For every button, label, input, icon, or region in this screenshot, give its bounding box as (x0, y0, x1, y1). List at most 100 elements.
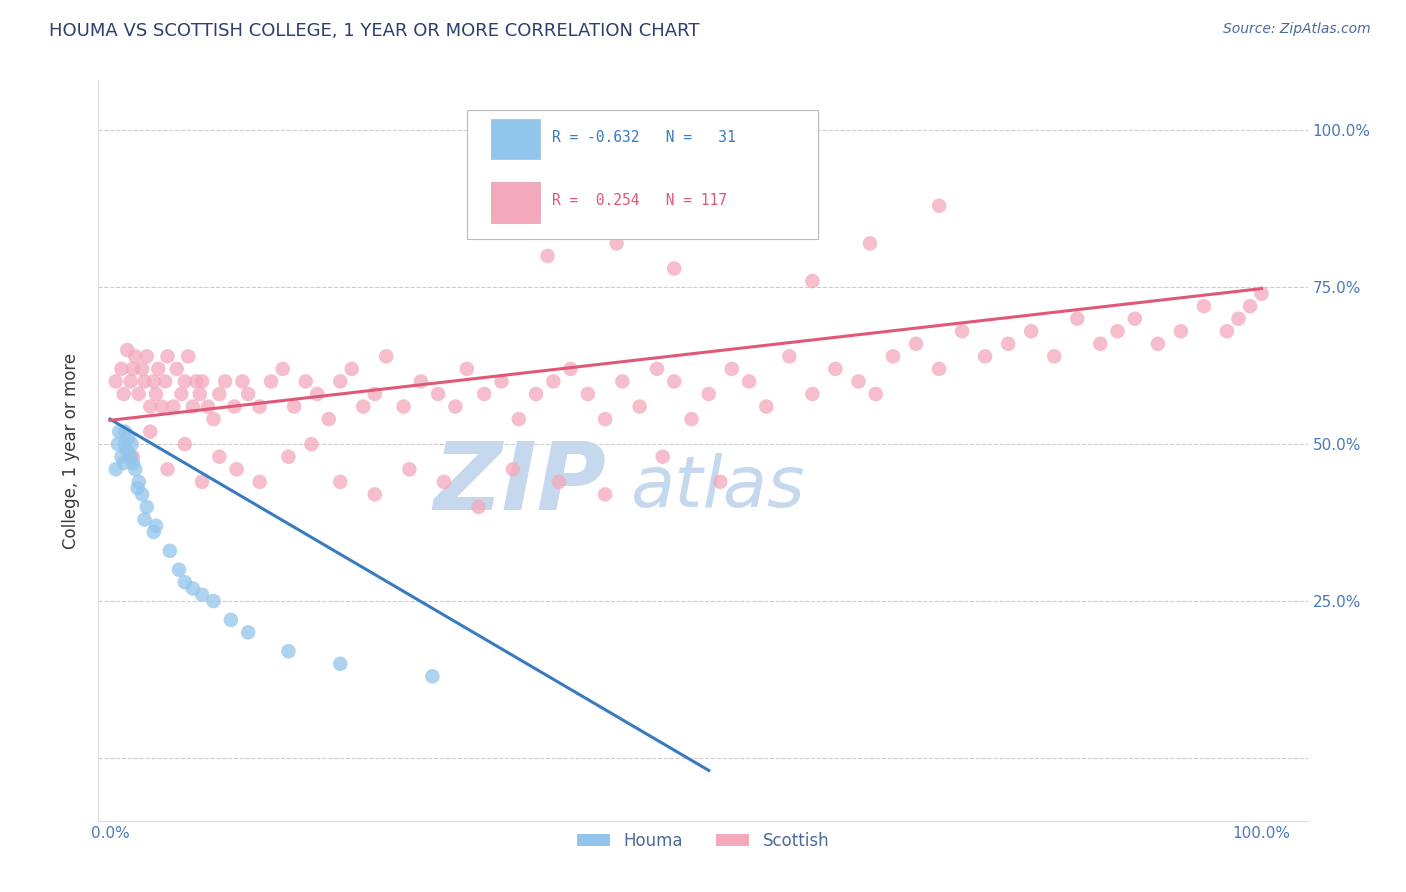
Point (112, 456, 135, 470)
Point (491, 375, 513, 389)
Point (120, 375, 142, 389)
Point (664, 261, 686, 276)
Point (974, 349, 997, 363)
Point (508, 412, 530, 426)
Point (135, 349, 157, 363)
Point (606, 236, 628, 251)
Point (277, 450, 299, 464)
Point (249, 475, 271, 489)
Point (139, 400, 162, 414)
Point (456, 362, 478, 376)
Text: R =  0.254   N = 117: R = 0.254 N = 117 (551, 194, 727, 209)
Point (433, 475, 456, 489)
Point (148, 362, 170, 376)
Point (398, 462, 420, 476)
Point (188, 387, 211, 401)
Point (576, 387, 599, 401)
Bar (492, 183, 540, 223)
Point (145, 518, 167, 533)
Point (738, 224, 761, 238)
Point (134, 375, 156, 389)
Point (225, 462, 247, 476)
Point (167, 563, 190, 577)
Point (697, 387, 720, 401)
Point (115, 443, 138, 458)
Point (224, 400, 246, 414)
Point (472, 387, 495, 401)
Point (114, 437, 136, 451)
Point (593, 412, 616, 426)
Point (128, 475, 150, 489)
Point (114, 425, 136, 439)
Point (548, 475, 571, 489)
Point (173, 575, 195, 590)
Point (301, 437, 323, 451)
Point (120, 450, 142, 464)
Point (107, 437, 129, 451)
Point (122, 450, 145, 464)
Point (882, 349, 904, 363)
Point (778, 349, 800, 363)
Point (181, 582, 204, 596)
Point (444, 400, 467, 414)
Point (1239, 299, 1261, 313)
Point (173, 437, 195, 451)
Point (720, 362, 742, 376)
Point (318, 412, 340, 426)
Y-axis label: College, 1 year or more: College, 1 year or more (62, 352, 80, 549)
Point (121, 437, 143, 451)
Point (122, 456, 145, 470)
Point (1192, 299, 1215, 313)
Point (202, 412, 225, 426)
Point (181, 400, 204, 414)
Text: atlas: atlas (630, 453, 806, 522)
Point (502, 462, 524, 476)
Point (191, 588, 214, 602)
Point (260, 375, 283, 389)
Point (824, 362, 846, 376)
Point (392, 400, 415, 414)
Point (364, 487, 387, 501)
Point (801, 274, 824, 288)
Point (801, 387, 824, 401)
Point (108, 425, 131, 439)
Point (159, 544, 181, 558)
Point (208, 450, 231, 464)
Point (110, 450, 132, 464)
Point (593, 487, 616, 501)
Point (191, 375, 214, 389)
Text: Source: ZipAtlas.com: Source: ZipAtlas.com (1223, 22, 1371, 37)
Point (191, 475, 214, 489)
Point (128, 387, 150, 401)
Point (950, 324, 973, 338)
Text: HOUMA VS SCOTTISH COLLEGE, 1 YEAR OR MORE CORRELATION CHART: HOUMA VS SCOTTISH COLLEGE, 1 YEAR OR MOR… (49, 22, 700, 40)
Point (127, 481, 149, 495)
Point (905, 336, 928, 351)
Point (122, 362, 145, 376)
Point (214, 375, 236, 389)
Point (755, 400, 778, 414)
Point (865, 387, 887, 401)
Point (1066, 311, 1088, 326)
Point (612, 375, 634, 389)
Point (173, 375, 195, 389)
Point (124, 349, 146, 363)
Point (208, 387, 231, 401)
Point (142, 375, 165, 389)
Point (997, 336, 1019, 351)
Point (134, 512, 156, 526)
Point (645, 362, 668, 376)
Point (681, 412, 703, 426)
Text: ZIP: ZIP (433, 438, 606, 530)
Point (738, 375, 761, 389)
Point (145, 387, 167, 401)
Point (664, 375, 686, 389)
Point (1227, 311, 1250, 326)
Point (467, 500, 489, 514)
Point (112, 387, 135, 401)
Point (329, 657, 352, 671)
Point (1216, 324, 1239, 338)
Point (859, 236, 882, 251)
Point (124, 462, 146, 476)
Point (651, 450, 673, 464)
